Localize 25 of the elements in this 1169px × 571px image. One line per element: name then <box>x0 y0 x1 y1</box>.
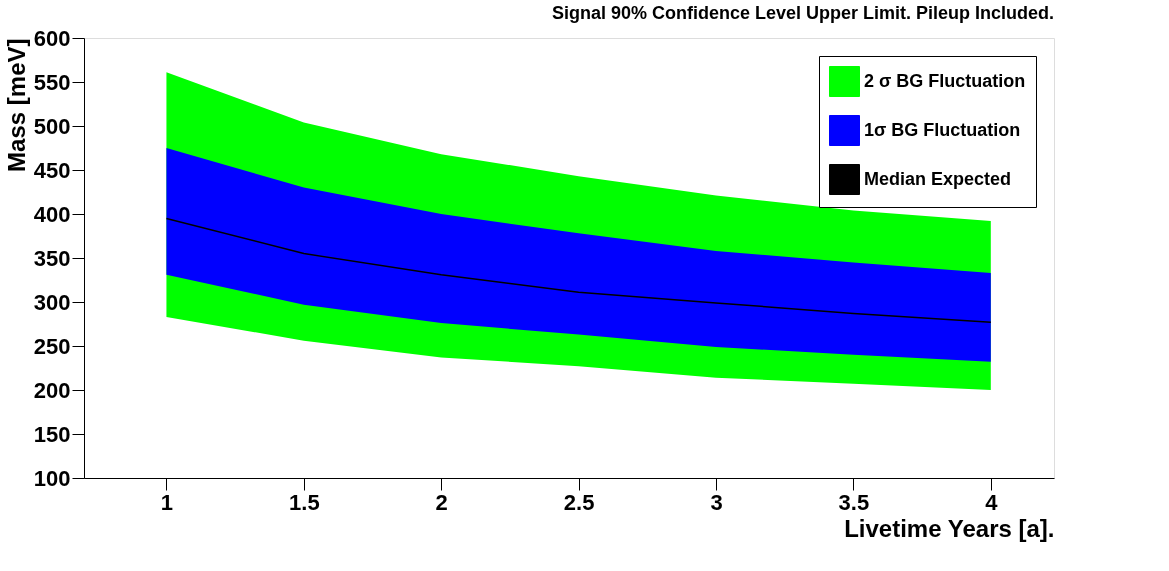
y-tick-label: 350 <box>33 245 71 271</box>
x-tick-label: 4 <box>985 489 999 515</box>
y-tick-label: 500 <box>33 113 71 139</box>
line-series <box>165 217 992 323</box>
x-tick-label: 1 <box>160 489 174 515</box>
x-tick-label: 3 <box>710 489 723 515</box>
y-tick-label: 300 <box>33 289 71 315</box>
y-tick-label: 450 <box>33 157 71 183</box>
chart-title: Signal 90% Confidence Level Upper Limit. Pileup Included. <box>551 3 1054 23</box>
legend-label: 2 σ BG Fluctuation <box>864 70 1026 91</box>
legend-label: Median Expected <box>864 168 1012 189</box>
legend-label: 1σ BG Fluctuation <box>864 119 1021 140</box>
x-tick-label: 2.5 <box>563 489 595 515</box>
y-tick-label: 100 <box>33 465 71 491</box>
x-tick-label: 2 <box>435 489 448 515</box>
x-axis-title: Livetime Years [a]. <box>844 514 1055 542</box>
y-tick-label: 600 <box>33 25 71 51</box>
y-tick-label: 150 <box>33 421 71 447</box>
x-tick-label: 1.5 <box>289 489 320 515</box>
y-tick-label: 250 <box>33 333 71 359</box>
x-tick-label: 3.5 <box>838 489 870 515</box>
y-tick-label: 550 <box>33 69 71 95</box>
y-tick-label: 200 <box>33 377 71 403</box>
y-axis-title: Mass [meV] <box>2 38 30 172</box>
y-tick-label: 400 <box>33 201 71 227</box>
